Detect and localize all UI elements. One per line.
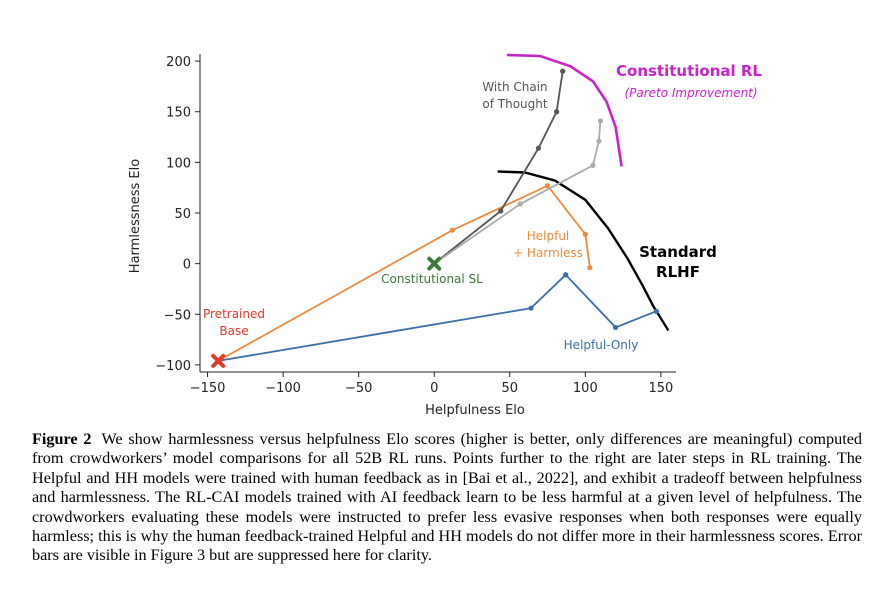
y-tick-label: 50 xyxy=(174,207,191,222)
series-point xyxy=(554,109,560,115)
caption-text: We show harmlessness versus helpfulness … xyxy=(32,430,862,565)
series-point xyxy=(590,162,596,169)
standard-rlhf-label: Standard xyxy=(639,243,717,261)
y-tick-label: 0 xyxy=(183,258,191,273)
constitutional-sl-label: Constitutional SL xyxy=(381,272,483,286)
helpful-harmless-label: Helpful xyxy=(527,229,570,243)
chart-markers xyxy=(211,256,442,368)
series-point xyxy=(498,208,504,214)
chart-axes: −150 −100 −50 0 50 100 150 −100 −50 0 50 100 150 200 H… xyxy=(128,54,676,418)
x-tick-label: −100 xyxy=(265,381,301,396)
series-point xyxy=(587,265,593,271)
figure-chart: −150 −100 −50 0 50 100 150 −100 −50 0 50 100 150 200 H… xyxy=(128,53,762,418)
frontier-curves xyxy=(497,53,670,332)
chart-annotations: Pretrained Base Constitutional SL Helpful + … xyxy=(203,62,762,352)
x-tick-label: 150 xyxy=(648,381,673,396)
helpful-only-label: Helpful-Only xyxy=(564,338,639,352)
pretrained-label: Pretrained xyxy=(203,307,265,321)
standard-rlhf-label: RLHF xyxy=(656,263,700,281)
chain-of-thought-label: With Chain xyxy=(482,80,547,94)
series-point xyxy=(596,138,602,144)
series-point xyxy=(597,118,604,124)
x-tick-label: 50 xyxy=(502,381,519,396)
series-point xyxy=(528,305,534,311)
x-tick-label: 100 xyxy=(573,381,598,396)
series-point xyxy=(449,227,455,233)
y-tick-label: 100 xyxy=(166,156,191,171)
x-tick-label: 0 xyxy=(430,381,438,396)
y-tick-label: −100 xyxy=(155,359,191,374)
series-point xyxy=(653,308,659,314)
x-tick-label: −50 xyxy=(345,381,372,396)
figure-caption: Figure 2 We show harmlessness versus help… xyxy=(32,430,862,566)
constitutional-rl-label: Constitutional RL xyxy=(616,62,762,80)
pretrained-label: Base xyxy=(219,324,248,338)
x-tick-label: −150 xyxy=(190,381,226,396)
helpful-harmless-label: + Harmless xyxy=(513,246,583,260)
constitutional-rl-frontier xyxy=(506,53,623,167)
series-point xyxy=(544,183,551,189)
figure-label: Figure 2 xyxy=(32,430,92,448)
x-marker-stroke xyxy=(211,353,226,368)
pretrained-base-marker xyxy=(211,353,226,368)
y-tick-label: 150 xyxy=(166,106,191,121)
y-tick-label: 200 xyxy=(166,55,191,70)
series-point xyxy=(612,324,619,331)
chain-of-thought-label: of Thought xyxy=(482,97,547,111)
series-point xyxy=(582,231,588,237)
standard-rlhf-frontier xyxy=(497,170,670,332)
pareto-label: (Pareto Improvement) xyxy=(624,86,757,100)
series-point xyxy=(563,272,569,278)
y-tick-label: −50 xyxy=(164,308,191,323)
series-point xyxy=(517,201,523,207)
series-point xyxy=(535,145,542,151)
y-axis-title: Harmlessness Elo xyxy=(128,159,143,273)
x-axis-title: Helpfulness Elo xyxy=(425,403,525,418)
chart-series xyxy=(215,68,659,364)
constitutional-sl-marker xyxy=(427,256,442,271)
x-marker-stroke xyxy=(427,256,442,271)
series-point xyxy=(560,68,566,74)
